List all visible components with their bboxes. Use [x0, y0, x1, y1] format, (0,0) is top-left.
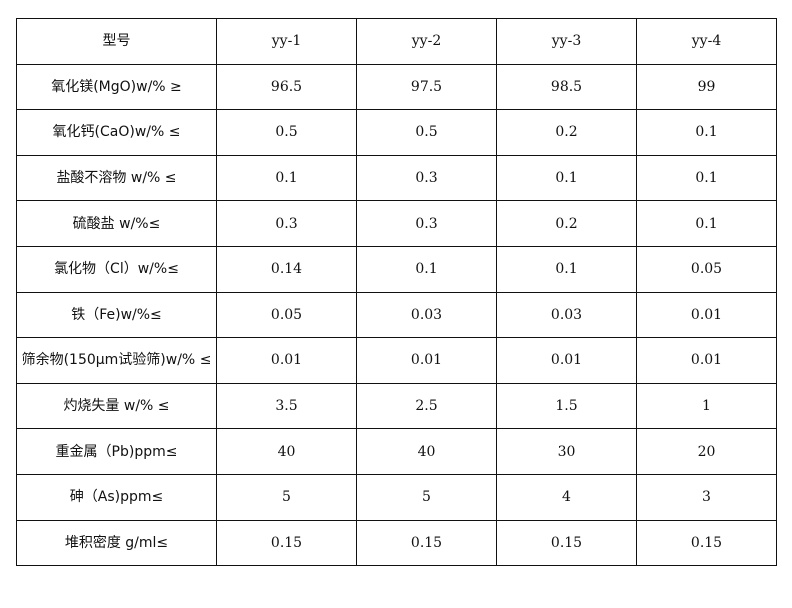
row-label: 硫酸盐 w/%≤ [16, 200, 217, 247]
value-cell: 96.5 [216, 63, 357, 111]
row-label: 盐酸不溶物 w/% ≤ [16, 154, 217, 202]
row-label: 氧化钙(CaO)w/% ≤ [16, 109, 217, 156]
value-cell: 0.01 [216, 337, 357, 384]
value-cell: 0.5 [216, 109, 357, 156]
row-label: 铁（Fe)w/%≤ [16, 291, 217, 339]
value-cell: 0.01 [496, 337, 637, 384]
value-cell: 0.03 [496, 291, 637, 339]
value-cell: 0.15 [636, 519, 777, 567]
value-cell: 20 [636, 428, 777, 475]
value-cell: 0.3 [356, 200, 497, 247]
value-cell: 0.1 [216, 154, 357, 202]
row-label: 重金属（Pb)ppm≤ [16, 428, 217, 475]
spec-table: 型号 yy-1 yy-2 yy-3 yy-4 氧化镁(MgO)w/% ≥96.5… [16, 18, 777, 567]
value-cell: 99 [636, 63, 777, 111]
value-cell: 0.15 [356, 519, 497, 567]
value-cell: 0.03 [356, 291, 497, 339]
value-cell: 0.01 [636, 337, 777, 384]
value-cell: 0.14 [216, 245, 357, 293]
value-cell: 3.5 [216, 382, 357, 430]
header-cell: yy-2 [356, 18, 497, 65]
value-cell: 0.2 [496, 109, 637, 156]
value-cell: 2.5 [356, 382, 497, 430]
row-label: 灼烧失量 w/% ≤ [16, 382, 217, 430]
value-cell: 0.3 [356, 154, 497, 202]
value-cell: 1.5 [496, 382, 637, 430]
value-cell: 0.3 [216, 200, 357, 247]
row-label: 氧化镁(MgO)w/% ≥ [16, 63, 217, 111]
value-cell: 97.5 [356, 63, 497, 111]
table-row: 氧化镁(MgO)w/% ≥96.5 97.5 98.5 99 [16, 63, 777, 111]
table-row: 硫酸盐 w/%≤ 0.3 0.3 0.2 0.1 [16, 200, 777, 247]
value-cell: 0.1 [636, 154, 777, 202]
value-cell: 0.1 [496, 245, 637, 293]
value-cell: 0.1 [356, 245, 497, 293]
table-row: 重金属（Pb)ppm≤ 40 40 30 20 [16, 428, 777, 475]
value-cell: 0.05 [216, 291, 357, 339]
value-cell: 1 [636, 382, 777, 430]
value-cell: 0.15 [216, 519, 357, 567]
table-row: 氧化钙(CaO)w/% ≤0.5 0.5 0.2 0.1 [16, 109, 777, 156]
header-cell: yy-3 [496, 18, 637, 65]
value-cell: 5 [356, 473, 497, 521]
value-cell: 4 [496, 473, 637, 521]
value-cell: 0.5 [356, 109, 497, 156]
table-row: 堆积密度 g/ml≤ 0.15 0.15 0.15 0.15 [16, 519, 777, 567]
value-cell: 0.1 [636, 109, 777, 156]
value-cell: 5 [216, 473, 357, 521]
header-cell: yy-4 [636, 18, 777, 65]
header-row: 型号 yy-1 yy-2 yy-3 yy-4 [16, 18, 777, 65]
table-row: 铁（Fe)w/%≤ 0.05 0.03 0.03 0.01 [16, 291, 777, 339]
row-label: 砷（As)ppm≤ [16, 473, 217, 521]
value-cell: 40 [356, 428, 497, 475]
table-row: 盐酸不溶物 w/% ≤0.1 0.3 0.1 0.1 [16, 154, 777, 202]
header-cell: yy-1 [216, 18, 357, 65]
row-label: 氯化物（Cl）w/%≤ [16, 245, 217, 293]
value-cell: 0.2 [496, 200, 637, 247]
value-cell: 3 [636, 473, 777, 521]
row-label: 堆积密度 g/ml≤ [16, 519, 217, 567]
table-row: 砷（As)ppm≤ 5 5 4 3 [16, 473, 777, 521]
value-cell: 30 [496, 428, 637, 475]
value-cell: 98.5 [496, 63, 637, 111]
value-cell: 0.01 [636, 291, 777, 339]
header-cell: 型号 [16, 18, 217, 65]
table-row: 筛余物(150μm试验筛)w/% ≤0.01 0.01 0.01 0.01 [16, 337, 777, 384]
table-row: 灼烧失量 w/% ≤3.5 2.5 1.5 1 [16, 382, 777, 430]
row-label: 筛余物(150μm试验筛)w/% ≤ [16, 337, 217, 384]
value-cell: 0.05 [636, 245, 777, 293]
value-cell: 0.1 [496, 154, 637, 202]
value-cell: 40 [216, 428, 357, 475]
table-row: 氯化物（Cl）w/%≤ 0.14 0.1 0.1 0.05 [16, 245, 777, 293]
value-cell: 0.1 [636, 200, 777, 247]
value-cell: 0.01 [356, 337, 497, 384]
value-cell: 0.15 [496, 519, 637, 567]
